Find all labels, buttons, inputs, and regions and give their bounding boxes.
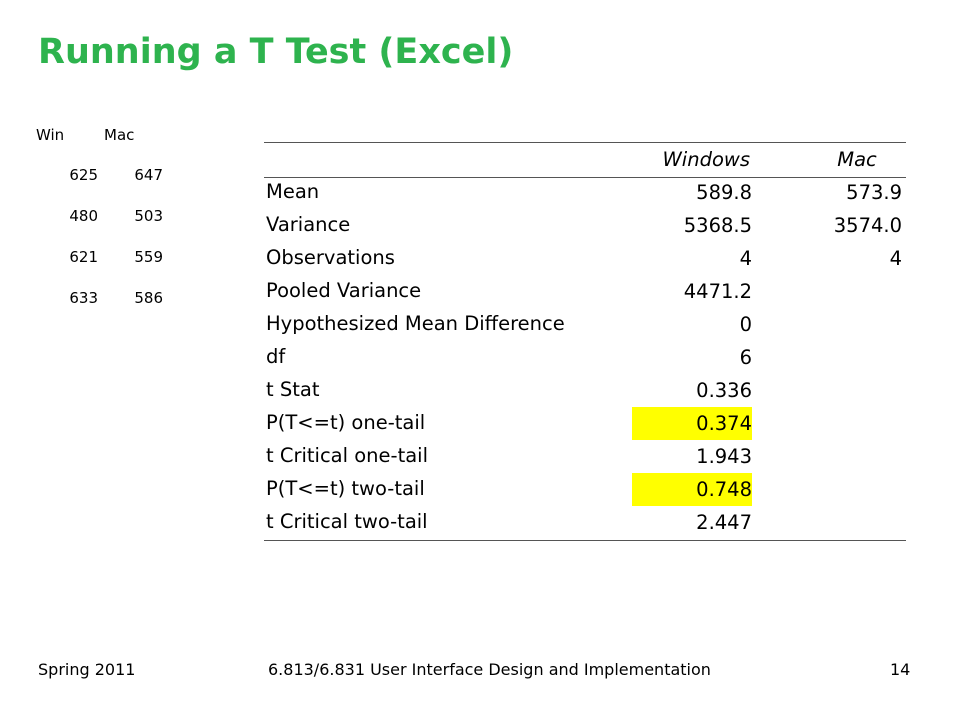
raw-cell-mac: 647	[134, 166, 163, 184]
raw-cell-win: 625	[69, 166, 98, 184]
results-row-t-critical-one-tail: t Critical one-tail 1.943	[264, 440, 906, 473]
results-row-variance: Variance 5368.5 3574.0	[264, 209, 906, 242]
raw-cell-mac: 586	[134, 289, 163, 307]
windows-value: 4471.2	[683, 280, 752, 303]
row-label: Pooled Variance	[266, 279, 422, 302]
windows-value: 1.943	[696, 445, 752, 468]
row-label: P(T<=t) one-tail	[266, 411, 426, 434]
results-row-observations: Observations 4 4	[264, 242, 906, 275]
windows-value-highlighted: 0.748	[632, 473, 752, 506]
raw-cell-win: 633	[69, 289, 98, 307]
mac-value	[782, 407, 902, 440]
header-divider	[264, 177, 906, 178]
column-header-mac: Mac	[837, 148, 877, 171]
mac-value	[782, 308, 902, 341]
windows-value: 4	[739, 247, 752, 270]
results-row-t-stat: t Stat 0.336	[264, 374, 906, 407]
row-label: Variance	[266, 213, 351, 236]
windows-value: 589.8	[696, 181, 752, 204]
raw-cell-win: 480	[69, 207, 98, 225]
windows-value: 5368.5	[683, 214, 752, 237]
table-top-border	[264, 142, 906, 143]
mac-value: 3574.0	[833, 214, 902, 237]
raw-cell-mac: 503	[134, 207, 163, 225]
row-label: Observations	[266, 246, 395, 269]
raw-header-mac: Mac	[104, 126, 135, 144]
raw-row: 480 503	[24, 207, 184, 227]
column-header-windows: Windows	[662, 148, 750, 171]
mac-value	[782, 506, 902, 539]
raw-cell-win: 621	[69, 248, 98, 266]
footer-course-title: 6.813/6.831 User Interface Design and Im…	[268, 660, 711, 679]
windows-value: 0	[739, 313, 752, 336]
row-label: Hypothesized Mean Difference	[266, 312, 565, 335]
raw-row: 625 647	[24, 166, 184, 186]
results-row-p-one-tail: P(T<=t) one-tail 0.374	[264, 407, 906, 440]
row-label: Mean	[266, 180, 320, 203]
results-row-p-two-tail: P(T<=t) two-tail 0.748	[264, 473, 906, 506]
row-label: t Critical two-tail	[266, 510, 428, 533]
row-label: t Stat	[266, 378, 320, 401]
raw-header-win: Win	[36, 126, 65, 144]
results-row-t-critical-two-tail: t Critical two-tail 2.447	[264, 506, 906, 539]
results-row-hypothesized-mean-difference: Hypothesized Mean Difference 0	[264, 308, 906, 341]
raw-cell-mac: 559	[134, 248, 163, 266]
raw-row: 633 586	[24, 289, 184, 309]
mac-value: 4	[889, 247, 902, 270]
mac-value	[782, 275, 902, 308]
mac-value	[782, 341, 902, 374]
results-row-pooled-variance: Pooled Variance 4471.2	[264, 275, 906, 308]
windows-value: 6	[739, 346, 752, 369]
row-label: df	[266, 345, 286, 368]
mac-value	[782, 374, 902, 407]
mac-value	[782, 440, 902, 473]
table-bottom-border	[264, 540, 906, 541]
mac-value	[782, 473, 902, 506]
windows-value: 0.336	[696, 379, 752, 402]
page-number: 14	[890, 660, 911, 679]
row-label: P(T<=t) two-tail	[266, 477, 425, 500]
footer-term: Spring 2011	[38, 660, 136, 679]
windows-value: 2.447	[696, 511, 752, 534]
results-row-mean: Mean 589.8 573.9	[264, 176, 906, 209]
slide-title: Running a T Test (Excel)	[38, 32, 514, 72]
windows-value-highlighted: 0.374	[632, 407, 752, 440]
raw-row: 621 559	[24, 248, 184, 268]
results-row-df: df 6	[264, 341, 906, 374]
mac-value: 573.9	[846, 181, 902, 204]
row-label: t Critical one-tail	[266, 444, 428, 467]
